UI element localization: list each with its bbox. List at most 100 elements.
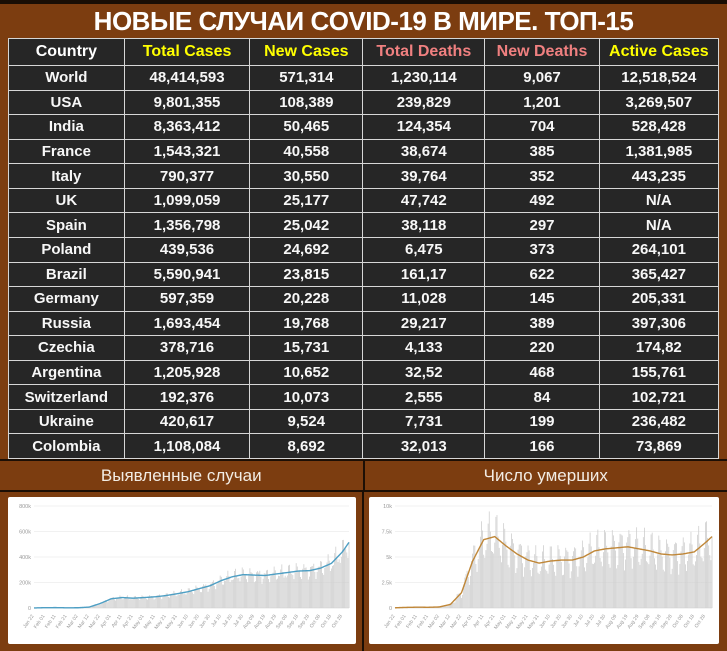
- cell-value: 23,815: [249, 261, 364, 288]
- cell-value: 25,042: [249, 212, 364, 238]
- cell-value: 443,235: [598, 163, 720, 189]
- cell-value: 19,768: [249, 310, 364, 337]
- table-row: Switzerland 192,376 10,073 2,555 84 102,721: [8, 384, 720, 410]
- cell-value: 50,465: [249, 114, 364, 140]
- cell-value: 15,731: [249, 335, 364, 361]
- cell-value: 102,721: [598, 384, 720, 410]
- deaths-chart-panel: 0 2.5k 5k 7.5k 10k Jan 22 Feb 01 Feb 11 Feb 21 Ma…: [369, 497, 719, 644]
- cell-country: Spain: [8, 212, 125, 238]
- table-row: USA 9,801,355 108,389 239,829 1,201 3,269,507: [8, 89, 720, 116]
- table-row: Argentina 1,205,928 10,652 32,52 468 155,761: [8, 359, 720, 386]
- cell-value: 39,764: [362, 163, 486, 189]
- cell-value: 468: [484, 359, 600, 386]
- column-header-total-deaths: Total Deaths: [362, 38, 486, 66]
- cell-value: 205,331: [598, 286, 720, 312]
- svg-text:May 31: May 31: [165, 614, 179, 631]
- svg-text:Oct 28: Oct 28: [694, 614, 707, 630]
- table-header-row: Country Total Cases New Cases Total Deaths N…: [8, 38, 720, 66]
- svg-text:Jul 20: Jul 20: [584, 614, 597, 629]
- cell-value: 528,428: [598, 114, 720, 140]
- cell-value: 108,389: [249, 89, 364, 116]
- svg-text:200k: 200k: [19, 581, 31, 587]
- cell-value: 6,475: [362, 236, 486, 263]
- cell-value: 199: [484, 408, 600, 435]
- cell-value: 38,674: [362, 138, 486, 165]
- cell-value: 124,354: [362, 114, 486, 140]
- table-row: Russia 1,693,454 19,768 29,217 389 397,306: [8, 310, 720, 337]
- cell-value: 20,228: [249, 286, 364, 312]
- cell-country: Russia: [8, 310, 125, 337]
- table-row: Colombia 1,108,084 8,692 32,013 166 73,869: [8, 433, 720, 459]
- svg-text:May 31: May 31: [526, 614, 540, 631]
- cell-value: 7,731: [362, 408, 486, 435]
- cell-value: 236,482: [598, 408, 720, 435]
- cell-country: Colombia: [8, 433, 125, 459]
- table-row: World 48,414,593 571,314 1,230,114 9,067 12,5…: [8, 65, 720, 91]
- cell-value: 192,376: [123, 384, 251, 410]
- cases-chart-panel: 0 200k 400k 600k 800k Jan 22 Feb 01 Feb 11 Feb 2…: [8, 497, 356, 644]
- cell-value: 704: [484, 114, 600, 140]
- cell-value: 166: [484, 433, 600, 459]
- svg-text:0: 0: [389, 606, 392, 612]
- svg-text:Sep 28: Sep 28: [660, 614, 674, 631]
- table-row: Germany 597,359 20,228 11,028 145 205,331: [8, 286, 720, 312]
- cell-country: USA: [8, 89, 125, 116]
- cell-value: 397,306: [598, 310, 720, 337]
- cell-value: 439,536: [123, 236, 251, 263]
- svg-text:Mar 22: Mar 22: [449, 614, 463, 630]
- cell-country: Germany: [8, 286, 125, 312]
- table-row: Spain 1,356,798 25,042 38,118 297 N/A: [8, 212, 720, 238]
- cell-value: 239,829: [362, 89, 486, 116]
- cell-value: 1,099,059: [123, 187, 251, 214]
- table-row: Brazil 5,590,941 23,815 161,17 622 365,427: [8, 261, 720, 288]
- cell-country: Switzerland: [8, 384, 125, 410]
- column-header-active-cases: Active Cases: [598, 38, 720, 66]
- top-border-strip: [0, 0, 727, 4]
- cell-country: Brazil: [8, 261, 125, 288]
- svg-text:0: 0: [28, 606, 31, 612]
- cell-value: 1,356,798: [123, 212, 251, 238]
- table-row: UK 1,099,059 25,177 47,742 492 N/A: [8, 187, 720, 214]
- svg-text:7.5k: 7.5k: [382, 530, 393, 536]
- cell-value: 25,177: [249, 187, 364, 214]
- charts-divider-line: [362, 492, 364, 651]
- svg-text:Jul 20: Jul 20: [221, 614, 234, 629]
- svg-text:Apr 01: Apr 01: [461, 614, 474, 630]
- cell-value: 571,314: [249, 65, 364, 91]
- cell-value: 5,590,941: [123, 261, 251, 288]
- cell-value: 1,201: [484, 89, 600, 116]
- cell-value: 48,414,593: [123, 65, 251, 91]
- column-header-new-cases: New Cases: [249, 38, 364, 66]
- svg-text:Jun 30: Jun 30: [560, 614, 574, 630]
- cell-value: N/A: [598, 212, 720, 238]
- table-row: India 8,363,412 50,465 124,354 704 528,428: [8, 114, 720, 140]
- cell-value: 1,205,928: [123, 359, 251, 386]
- cell-value: 352: [484, 163, 600, 189]
- cell-value: 378,716: [123, 335, 251, 361]
- table-row: Italy 790,377 30,550 39,764 352 443,235: [8, 163, 720, 189]
- cell-value: 155,761: [598, 359, 720, 386]
- svg-text:600k: 600k: [19, 530, 31, 536]
- svg-text:Sep 28: Sep 28: [297, 614, 311, 631]
- cell-country: UK: [8, 187, 125, 214]
- table-row: Ukraine 420,617 9,524 7,731 199 236,482: [8, 408, 720, 435]
- svg-text:Mar 22: Mar 22: [88, 614, 102, 630]
- page-title: НОВЫЕ СЛУЧАИ COVID-19 В МИРЕ. ТОП-15: [93, 5, 634, 36]
- cell-value: 32,013: [362, 433, 486, 459]
- cell-value: 9,524: [249, 408, 364, 435]
- cell-value: 161,17: [362, 261, 486, 288]
- cell-value: 9,067: [484, 65, 600, 91]
- cell-value: 1,543,321: [123, 138, 251, 165]
- cell-value: 365,427: [598, 261, 720, 288]
- cell-value: 8,363,412: [123, 114, 251, 140]
- svg-text:2.5k: 2.5k: [382, 581, 393, 587]
- cell-value: 84: [484, 384, 600, 410]
- cell-value: 389: [484, 310, 600, 337]
- cell-value: 1,230,114: [362, 65, 486, 91]
- cell-country: India: [8, 114, 125, 140]
- cell-country: Italy: [8, 163, 125, 189]
- svg-text:400k: 400k: [19, 555, 31, 561]
- cell-value: 264,101: [598, 236, 720, 263]
- cell-value: 8,692: [249, 433, 364, 459]
- svg-text:Oct 28: Oct 28: [331, 614, 344, 630]
